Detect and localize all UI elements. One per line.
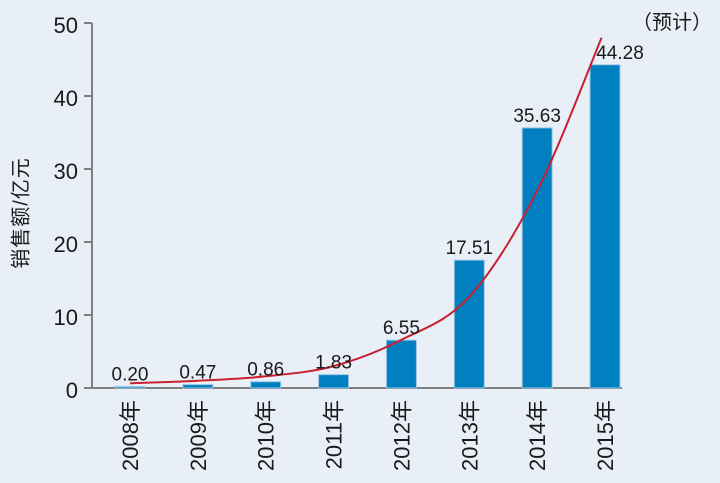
y-tick-label: 0 bbox=[66, 378, 78, 403]
x-tick-label: 2015年 bbox=[593, 400, 618, 471]
bar-value-label: 1.83 bbox=[315, 353, 352, 374]
forecast-annotation: （预计） bbox=[632, 12, 712, 34]
y-tick-label: 30 bbox=[54, 159, 78, 184]
y-tick-label: 20 bbox=[54, 232, 78, 257]
x-tick-label: 2013年 bbox=[457, 400, 482, 471]
x-tick-label: 2014年 bbox=[525, 400, 550, 471]
x-tick-label: 2010年 bbox=[254, 400, 279, 471]
bar bbox=[114, 386, 146, 389]
trend-line bbox=[129, 37, 603, 385]
bar bbox=[589, 64, 621, 389]
bar-value-label: 35.63 bbox=[513, 106, 561, 127]
bar-value-label: 44.28 bbox=[596, 43, 644, 64]
x-tick-label: 2012年 bbox=[389, 400, 414, 471]
y-tick-label: 50 bbox=[54, 13, 78, 38]
bar bbox=[453, 259, 485, 389]
bar bbox=[385, 339, 417, 389]
y-tick-label: 40 bbox=[54, 86, 78, 111]
bar bbox=[318, 374, 350, 389]
bar bbox=[250, 381, 282, 389]
bar-value-label: 17.51 bbox=[446, 238, 494, 259]
x-tick-label: 2008年 bbox=[118, 400, 143, 471]
y-tick-label: 10 bbox=[54, 305, 78, 330]
x-tick-label: 2011年 bbox=[322, 400, 347, 469]
x-tick-label: 2009年 bbox=[186, 400, 211, 471]
bar-value-label: 0.20 bbox=[112, 365, 149, 386]
bar-value-label: 0.86 bbox=[247, 360, 284, 381]
bar-value-label: 0.47 bbox=[179, 363, 216, 384]
bar bbox=[182, 384, 214, 389]
bar-value-label: 6.55 bbox=[383, 318, 420, 339]
